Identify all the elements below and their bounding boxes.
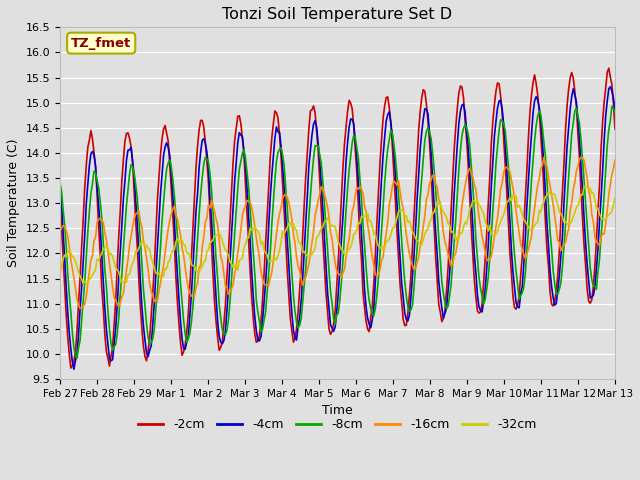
Line: -4cm: -4cm — [60, 87, 615, 369]
-8cm — [251, 270, 259, 276]
-16cm — [78, 305, 86, 311]
-8cm — [582, 201, 589, 206]
-2cm — [582, 263, 589, 268]
-2cm — [251, 331, 259, 336]
Legend: -2cm, -4cm, -8cm, -16cm, -32cm: -2cm, -4cm, -8cm, -16cm, -32cm — [133, 413, 541, 436]
-8cm — [300, 284, 308, 290]
-4cm — [300, 248, 308, 254]
-4cm — [56, 180, 64, 186]
-8cm — [608, 103, 616, 109]
-2cm — [611, 126, 619, 132]
-8cm — [223, 327, 231, 333]
-4cm — [251, 313, 259, 319]
-16cm — [56, 228, 64, 234]
-4cm — [70, 366, 77, 372]
-32cm — [56, 271, 64, 277]
-32cm — [582, 184, 589, 190]
-8cm — [242, 155, 250, 161]
-16cm — [242, 203, 250, 209]
-32cm — [251, 223, 259, 229]
-2cm — [125, 135, 133, 141]
Line: -16cm: -16cm — [60, 157, 615, 308]
-8cm — [56, 181, 64, 187]
X-axis label: Time: Time — [322, 405, 353, 418]
-4cm — [125, 147, 133, 153]
-4cm — [582, 240, 589, 246]
Y-axis label: Soil Temperature (C): Soil Temperature (C) — [7, 139, 20, 267]
-8cm — [125, 171, 133, 177]
-32cm — [300, 249, 308, 254]
-16cm — [577, 155, 585, 160]
-8cm — [611, 108, 619, 114]
-2cm — [605, 65, 612, 71]
-16cm — [125, 242, 133, 248]
Text: TZ_fmet: TZ_fmet — [71, 36, 131, 49]
-32cm — [242, 241, 250, 247]
-8cm — [73, 355, 81, 361]
-4cm — [607, 84, 614, 90]
-16cm — [583, 176, 591, 182]
-32cm — [83, 280, 90, 286]
-16cm — [611, 157, 619, 163]
-32cm — [125, 271, 133, 277]
-16cm — [251, 223, 259, 228]
-2cm — [242, 181, 250, 187]
-4cm — [223, 308, 231, 313]
Title: Tonzi Soil Temperature Set D: Tonzi Soil Temperature Set D — [223, 7, 452, 22]
-2cm — [67, 365, 75, 371]
Line: -8cm: -8cm — [60, 106, 615, 358]
-4cm — [611, 108, 619, 114]
-2cm — [300, 202, 308, 207]
-16cm — [300, 276, 308, 282]
-16cm — [223, 284, 231, 290]
Line: -2cm: -2cm — [60, 68, 615, 368]
-32cm — [583, 184, 591, 190]
-2cm — [223, 274, 231, 279]
-4cm — [242, 162, 250, 168]
-32cm — [611, 195, 619, 201]
-2cm — [56, 192, 64, 197]
-32cm — [223, 250, 231, 255]
Line: -32cm: -32cm — [60, 187, 615, 283]
